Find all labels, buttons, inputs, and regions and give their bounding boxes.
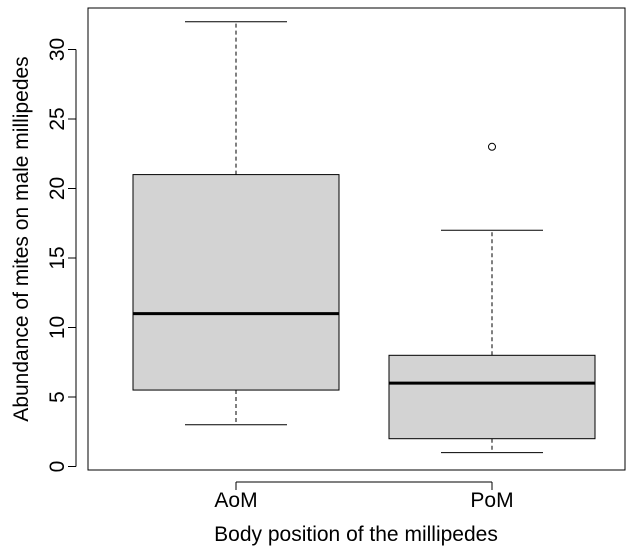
y-tick-label: 30	[46, 38, 69, 61]
x-tick-label: AoM	[214, 489, 257, 512]
x-tick-label: PoM	[470, 489, 513, 512]
box-pom	[388, 142, 596, 454]
y-tick-label: 0	[46, 461, 69, 473]
y-axis-label: Abundance of mites on male millipedes	[10, 56, 33, 421]
y-tick-label: 20	[46, 177, 69, 200]
iqr-box	[132, 174, 340, 391]
y-tick-label: 15	[46, 246, 69, 269]
plot-frame	[87, 7, 626, 471]
y-axis: 0 5 10 15 20 25 30	[46, 38, 77, 473]
box-series	[132, 21, 596, 454]
outlier-point	[488, 142, 496, 151]
x-axis: AoM PoM	[214, 481, 514, 512]
x-axis-label: Body position of the millipedes	[214, 523, 498, 546]
y-tick-label: 5	[46, 391, 69, 403]
box-aom	[132, 21, 340, 426]
iqr-box	[388, 354, 596, 440]
y-tick-label: 25	[46, 107, 69, 130]
y-tick-label: 10	[46, 316, 69, 339]
